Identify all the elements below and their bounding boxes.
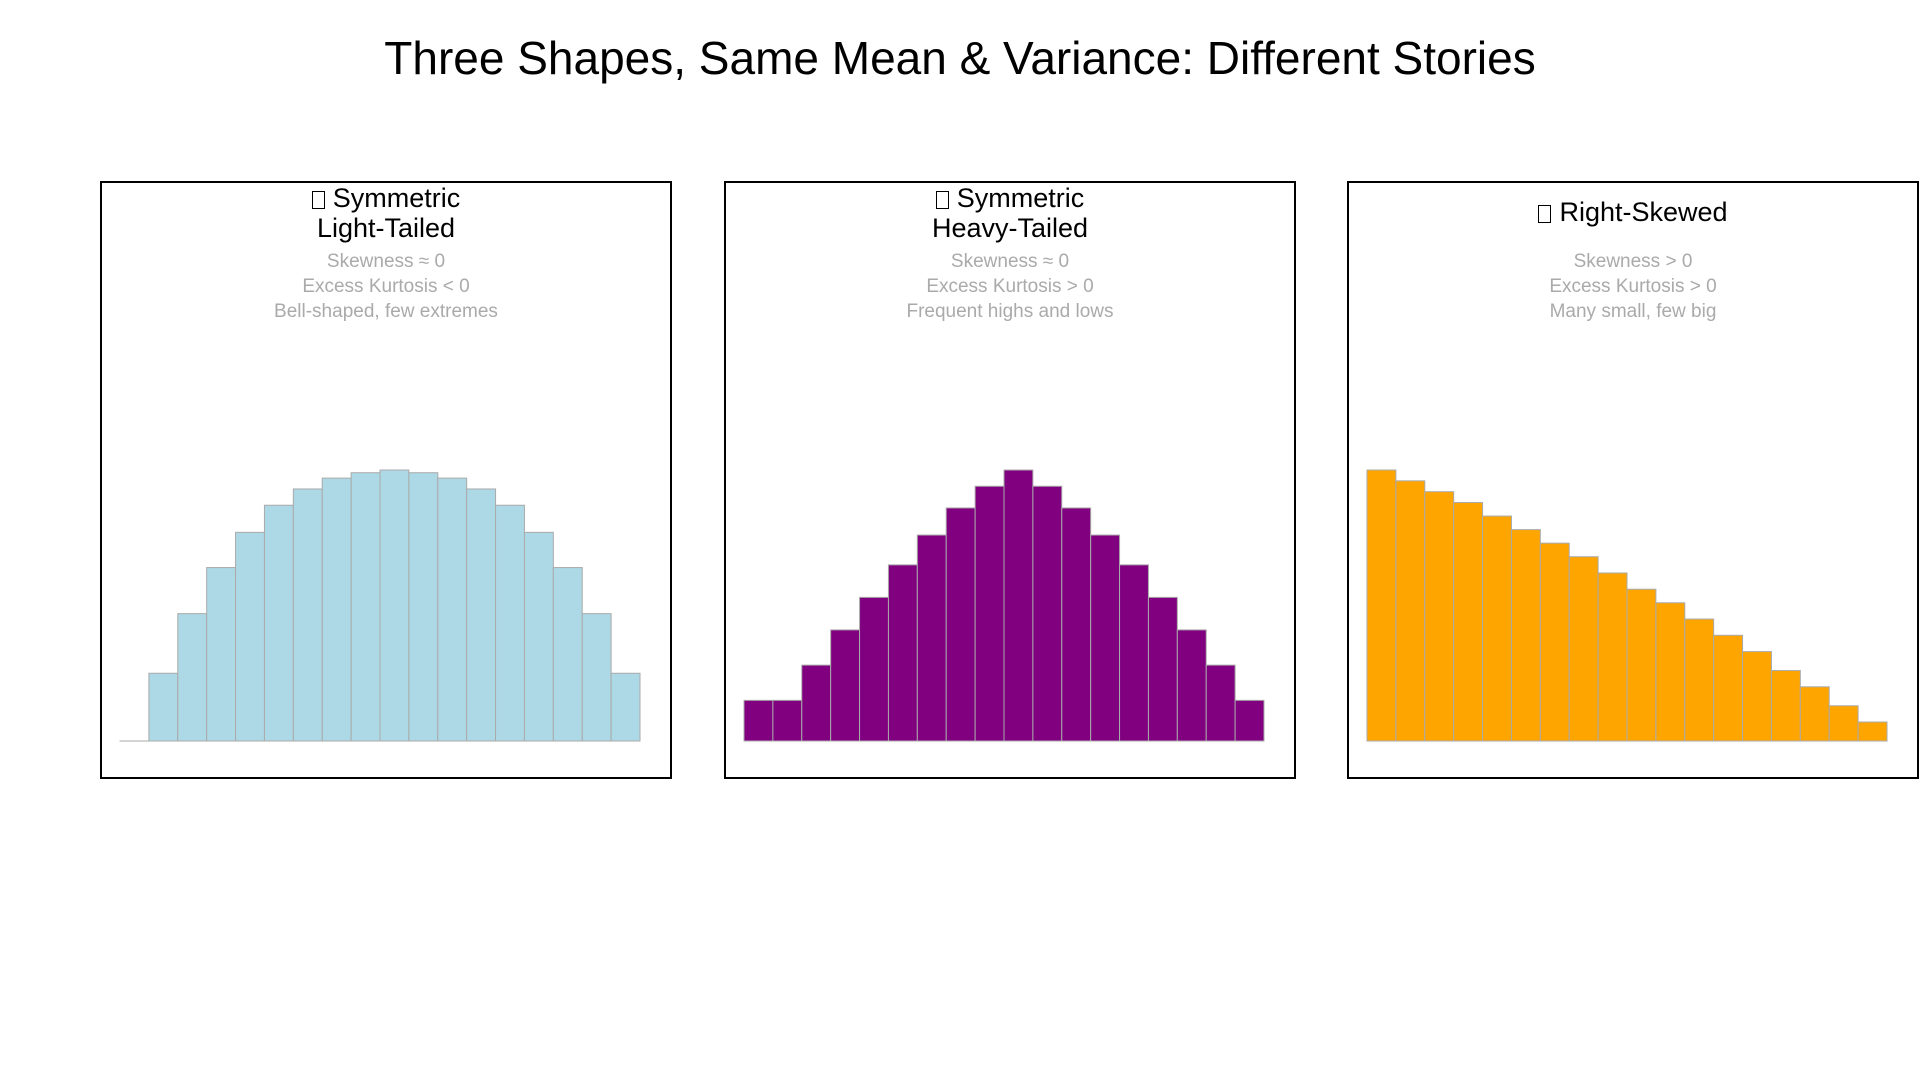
histogram-bar <box>1684 618 1715 742</box>
histogram-bar <box>859 596 889 742</box>
histogram-bar <box>1176 629 1207 742</box>
annotation-kurtosis: Excess Kurtosis > 0 <box>1549 276 1717 297</box>
histogram-bar <box>1857 721 1888 742</box>
missing-glyph-icon <box>311 191 325 209</box>
histogram-bar <box>1061 507 1092 742</box>
histogram-bar <box>1510 529 1541 742</box>
histogram-bar <box>1655 602 1686 742</box>
histogram-bar <box>523 531 554 742</box>
panel-light-tailed: Symmetric Light-Tailed Skewness ≈ 0 Exce… <box>100 181 672 779</box>
panel-title-line-1: Symmetric <box>332 183 461 213</box>
histogram-bar <box>1626 588 1657 742</box>
missing-glyph-icon <box>1538 205 1552 223</box>
histogram-bar <box>1482 515 1512 742</box>
histogram-bar <box>466 488 497 742</box>
panel-heavy-tailed: Symmetric Heavy-Tailed Skewness ≈ 0 Exce… <box>724 181 1296 779</box>
annotation-description: Frequent highs and lows <box>906 301 1114 322</box>
histogram-bar <box>610 672 641 742</box>
panel-title-line-1: Symmetric <box>956 183 1085 213</box>
histogram-bar <box>552 567 583 742</box>
histogram-bar <box>206 567 237 742</box>
panel-title-line-1: Right-Skewed <box>1559 197 1728 227</box>
annotation-skewness: Skewness ≈ 0 <box>950 251 1070 272</box>
histogram-bar <box>321 477 352 742</box>
histogram-bar <box>1395 480 1426 742</box>
histogram-bar <box>177 613 208 742</box>
annotation-description: Many small, few big <box>1549 301 1717 322</box>
histogram-bar <box>1742 651 1772 742</box>
histogram-bar <box>1539 542 1570 742</box>
histogram-bar <box>1147 596 1178 742</box>
histogram-bar <box>263 504 294 742</box>
histogram-bar <box>1032 485 1063 742</box>
histogram-bar <box>1234 699 1265 742</box>
histogram-bar <box>1568 556 1599 742</box>
panel-title-line-2: Light-Tailed <box>316 213 456 243</box>
figure-title: Three Shapes, Same Mean & Variance: Diff… <box>384 32 1536 84</box>
panel-annotations: Skewness > 0 Excess Kurtosis > 0 Many sm… <box>1349 249 1917 324</box>
histogram-bar <box>743 699 774 742</box>
panel-title: Symmetric Light-Tailed <box>102 183 670 243</box>
histogram-bar <box>772 699 803 742</box>
histogram-bar <box>379 469 410 742</box>
histogram-bar <box>1424 491 1455 742</box>
histogram-bar <box>408 472 439 742</box>
histogram-bar <box>495 504 525 742</box>
histogram-bar <box>1119 564 1149 742</box>
panel-annotations: Skewness ≈ 0 Excess Kurtosis > 0 Frequen… <box>726 249 1294 324</box>
histogram-bar <box>916 534 947 742</box>
histogram-bar <box>437 477 468 742</box>
histogram-bar <box>350 472 381 742</box>
histogram-bar <box>1090 534 1121 742</box>
annotation-description: Bell-shaped, few extremes <box>274 301 498 322</box>
histogram-bar <box>1597 572 1628 742</box>
histogram-bar <box>887 564 918 742</box>
histogram-bar <box>1799 686 1830 742</box>
histogram <box>1366 469 1888 742</box>
histogram-bar <box>945 507 976 742</box>
histogram-bar <box>974 485 1005 742</box>
panel-title-line-2: Heavy-Tailed <box>931 213 1089 243</box>
panel-title: Symmetric Heavy-Tailed <box>726 183 1294 243</box>
histogram-bar <box>1003 469 1034 742</box>
missing-glyph-icon <box>935 191 949 209</box>
histogram-bar <box>148 672 179 742</box>
histogram-bar <box>581 613 612 742</box>
histogram-bar <box>1366 469 1397 742</box>
histogram-bar <box>801 664 832 742</box>
histogram-bar <box>1713 634 1744 742</box>
histogram-bar <box>830 629 861 742</box>
histogram <box>743 469 1265 742</box>
histogram <box>119 469 641 742</box>
panel-annotations: Skewness ≈ 0 Excess Kurtosis < 0 Bell-sh… <box>102 249 670 324</box>
panel-right-skewed: Right-Skewed Skewness > 0 Excess Kurtosi… <box>1347 181 1919 779</box>
annotation-skewness: Skewness > 0 <box>1573 251 1693 272</box>
histogram-bar <box>292 488 323 742</box>
histogram-bar <box>235 531 265 742</box>
annotation-kurtosis: Excess Kurtosis < 0 <box>302 276 470 297</box>
histogram-bar <box>1828 705 1859 742</box>
histogram-bar <box>1205 664 1236 742</box>
histogram-bar <box>1453 502 1484 742</box>
annotation-skewness: Skewness ≈ 0 <box>326 251 446 272</box>
panel-title: Right-Skewed <box>1349 197 1917 227</box>
annotation-kurtosis: Excess Kurtosis > 0 <box>926 276 1094 297</box>
histogram-bar <box>1770 670 1801 742</box>
